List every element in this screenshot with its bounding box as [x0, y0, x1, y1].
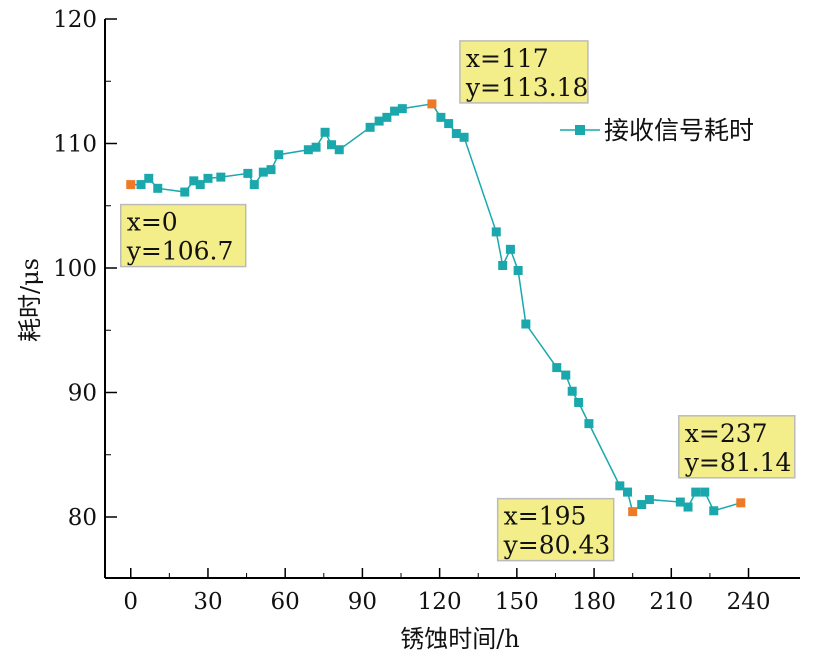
- data-point: [327, 140, 337, 150]
- axes: 0 30 60 90 120 150 180 210 240 80 90 100 110 120: [53, 7, 800, 615]
- data-point: [521, 319, 531, 329]
- x-tick-label: 90: [348, 589, 377, 615]
- x-tick-label: 0: [123, 589, 138, 615]
- y-tick-label: 100: [53, 256, 97, 282]
- data-point: [574, 397, 584, 407]
- data-point: [584, 419, 594, 429]
- data-point: [249, 180, 259, 190]
- data-point: [491, 227, 501, 237]
- plot-area: [126, 99, 746, 517]
- x-tick-label: 30: [193, 589, 222, 615]
- data-point: [623, 487, 633, 497]
- x-tick-label: 120: [418, 589, 462, 615]
- annotation-x: x=237: [685, 419, 768, 448]
- data-point: [153, 183, 163, 193]
- highlight-point: [427, 99, 437, 109]
- data-point: [498, 261, 508, 271]
- data-point: [203, 173, 213, 183]
- data-point: [274, 150, 284, 160]
- y-tick-label: 80: [68, 505, 97, 531]
- x-tick-label: 210: [649, 589, 693, 615]
- highlight-point: [736, 498, 746, 508]
- data-point: [552, 363, 562, 373]
- annotation-y: y=81.14: [684, 448, 792, 477]
- y-tick-label: 90: [68, 380, 97, 406]
- data-point: [382, 112, 392, 122]
- data-point: [216, 172, 226, 182]
- annotation-x: x=0: [127, 208, 178, 237]
- annotation-bg: [678, 415, 796, 479]
- data-point: [567, 386, 577, 396]
- legend-marker: [575, 125, 585, 135]
- highlight-point: [126, 180, 136, 190]
- data-point: [189, 176, 199, 186]
- annotation-y: y=113.18: [465, 73, 589, 102]
- x-tick-label: 240: [727, 589, 771, 615]
- data-point: [644, 495, 654, 505]
- data-point: [451, 129, 461, 139]
- data-point: [320, 127, 330, 137]
- data-point: [195, 180, 205, 190]
- data-point: [459, 132, 469, 142]
- data-point: [180, 187, 190, 197]
- y-axis-label: 耗时/μs: [16, 258, 44, 342]
- data-point: [675, 497, 685, 507]
- data-point: [243, 168, 253, 178]
- data-point: [266, 165, 276, 175]
- data-point: [311, 142, 321, 152]
- data-point: [615, 481, 625, 491]
- annotation-bg: [119, 203, 247, 268]
- data-point: [136, 180, 146, 190]
- y-tick-label: 120: [53, 7, 97, 33]
- data-point: [374, 116, 384, 126]
- annotation-bg: [459, 40, 589, 104]
- data-point: [505, 244, 515, 254]
- data-point: [700, 487, 710, 497]
- data-point: [303, 145, 313, 155]
- annotation-x: x=195: [504, 502, 587, 531]
- annotation-bg: [496, 497, 615, 562]
- annotation-y: y=80.43: [503, 531, 611, 560]
- highlight-point: [628, 507, 638, 517]
- data-point: [691, 487, 701, 497]
- y-tick-label: 110: [53, 131, 97, 157]
- data-point: [637, 500, 647, 510]
- data-point: [436, 112, 446, 122]
- data-point: [390, 106, 400, 116]
- annotation-x: x=117: [466, 44, 549, 73]
- data-point: [144, 173, 154, 183]
- legend-label: 接收信号耗时: [604, 116, 754, 145]
- x-tick-label: 150: [495, 589, 539, 615]
- data-point: [513, 265, 523, 275]
- legend: 接收信号耗时: [560, 116, 754, 145]
- data-point: [683, 502, 693, 512]
- series-line: [130, 103, 742, 513]
- data-point: [365, 122, 375, 132]
- x-tick-label: 180: [572, 589, 616, 615]
- annotation-y: y=106.7: [126, 237, 234, 266]
- data-point: [397, 104, 407, 114]
- data-point: [334, 145, 344, 155]
- annotation-box: x=0y=106.7: [119, 203, 247, 268]
- data-point: [561, 370, 571, 380]
- data-point: [258, 167, 268, 177]
- data-point: [444, 119, 454, 129]
- x-tick-label: 60: [271, 589, 300, 615]
- x-axis-label: 锈蚀时间/h: [400, 625, 520, 653]
- data-point: [709, 506, 719, 516]
